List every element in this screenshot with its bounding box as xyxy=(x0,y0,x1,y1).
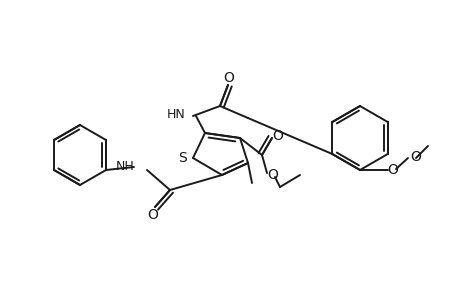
Text: HN: HN xyxy=(167,107,185,121)
Text: S: S xyxy=(178,151,187,165)
Text: O: O xyxy=(223,71,234,85)
Text: O: O xyxy=(410,150,420,164)
Text: O: O xyxy=(272,129,283,143)
Text: O: O xyxy=(267,168,278,182)
Text: O: O xyxy=(387,163,397,177)
Text: NH: NH xyxy=(116,160,134,173)
Text: O: O xyxy=(147,208,158,222)
